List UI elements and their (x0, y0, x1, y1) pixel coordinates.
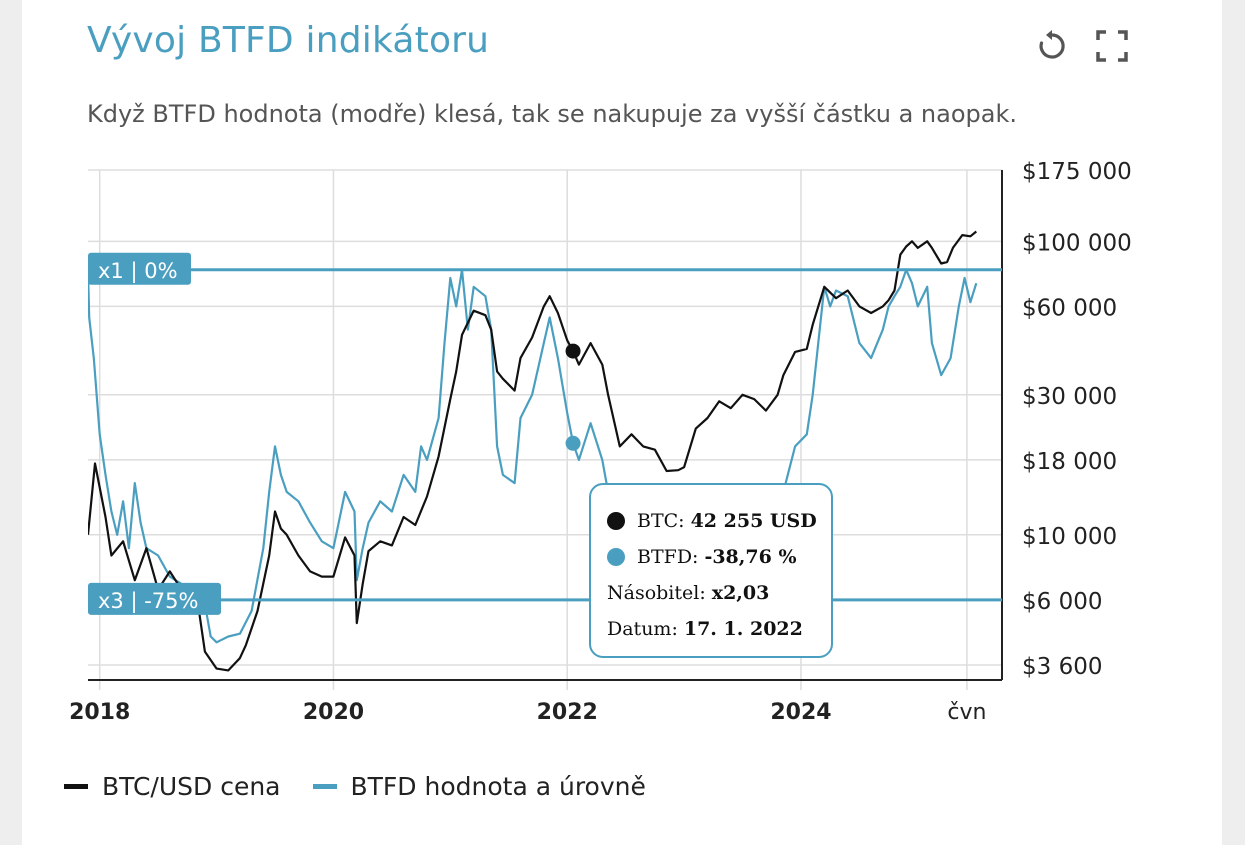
btfd-dot-icon (607, 548, 625, 566)
reset-icon (1039, 30, 1065, 59)
legend-item-btfd[interactable]: BTFD hodnota a úrovně (312, 772, 646, 801)
y-tick-label: $18 000 (1022, 449, 1117, 475)
tooltip-row-btc: BTC: 42 255 USD (607, 503, 831, 539)
x-tick-label: 2024 (770, 700, 831, 725)
chart-card: Vývoj BTFD indikátoru Když BTFD hodnota … (22, 0, 1222, 845)
tooltip-row-date: Datum: 17. 1. 2022 (607, 611, 831, 647)
chart-subtitle: Když BTFD hodnota (modře) klesá, tak se … (87, 100, 1017, 128)
x-tick-label: 2020 (303, 700, 364, 725)
x-tick-label: čvn (947, 700, 986, 725)
legend-label-btfd: BTFD hodnota a úrovně (350, 772, 646, 801)
legend-swatch-btfd (312, 784, 337, 789)
fullscreen-button[interactable] (1092, 26, 1132, 66)
tooltip-btc-label: BTC: (637, 510, 685, 532)
x-tick-label: 2018 (69, 700, 130, 725)
y-tick-label: $175 000 (1022, 159, 1132, 185)
legend-label-btc: BTC/USD cena (102, 772, 281, 801)
level-label-box (88, 252, 191, 285)
hover-point-btc (565, 343, 581, 359)
chart-tooltip: BTC: 42 255 USD BTFD: -38,76 % Násobitel… (589, 483, 833, 658)
btc-series-line (88, 230, 977, 672)
chart-legend: BTC/USD cena BTFD hodnota a úrovně (64, 772, 678, 801)
level-label: x3 | -75% (98, 589, 198, 614)
tooltip-row-btfd: BTFD: -38,76 % (607, 539, 831, 575)
y-tick-label: $60 000 (1022, 295, 1117, 321)
btfd-series-line (88, 268, 610, 644)
legend-item-btc[interactable]: BTC/USD cena (64, 772, 281, 801)
level-label-box (88, 582, 221, 615)
legend-swatch-btc (64, 784, 88, 789)
level-label: x1 | 0% (98, 259, 178, 284)
chart-title: Vývoj BTFD indikátoru (87, 20, 490, 61)
x-tick-label: 2022 (537, 700, 598, 725)
btfd-series-line-recent (782, 268, 978, 493)
y-tick-label: $10 000 (1022, 524, 1117, 550)
reset-button[interactable] (1032, 26, 1072, 66)
tooltip-mult-label: Násobitel: (607, 582, 706, 604)
tooltip-btc-value: 42 255 USD (690, 510, 817, 532)
tooltip-row-multiplier: Násobitel: x2,03 (607, 575, 831, 611)
y-tick-label: $30 000 (1022, 384, 1117, 410)
y-tick-label: $3 600 (1022, 654, 1102, 680)
tooltip-btfd-label: BTFD: (637, 546, 699, 568)
tooltip-date-label: Datum: (607, 618, 678, 640)
plot-area (88, 230, 978, 672)
y-tick-label: $6 000 (1022, 589, 1102, 615)
tooltip-btfd-value: -38,76 % (704, 546, 797, 568)
fullscreen-icon (1096, 30, 1128, 62)
btc-dot-icon (607, 512, 625, 530)
tooltip-mult-value: x2,03 (711, 582, 770, 604)
tooltip-date-value: 17. 1. 2022 (683, 618, 803, 640)
y-tick-label: $100 000 (1022, 230, 1132, 256)
hover-point-btfd (565, 435, 581, 451)
